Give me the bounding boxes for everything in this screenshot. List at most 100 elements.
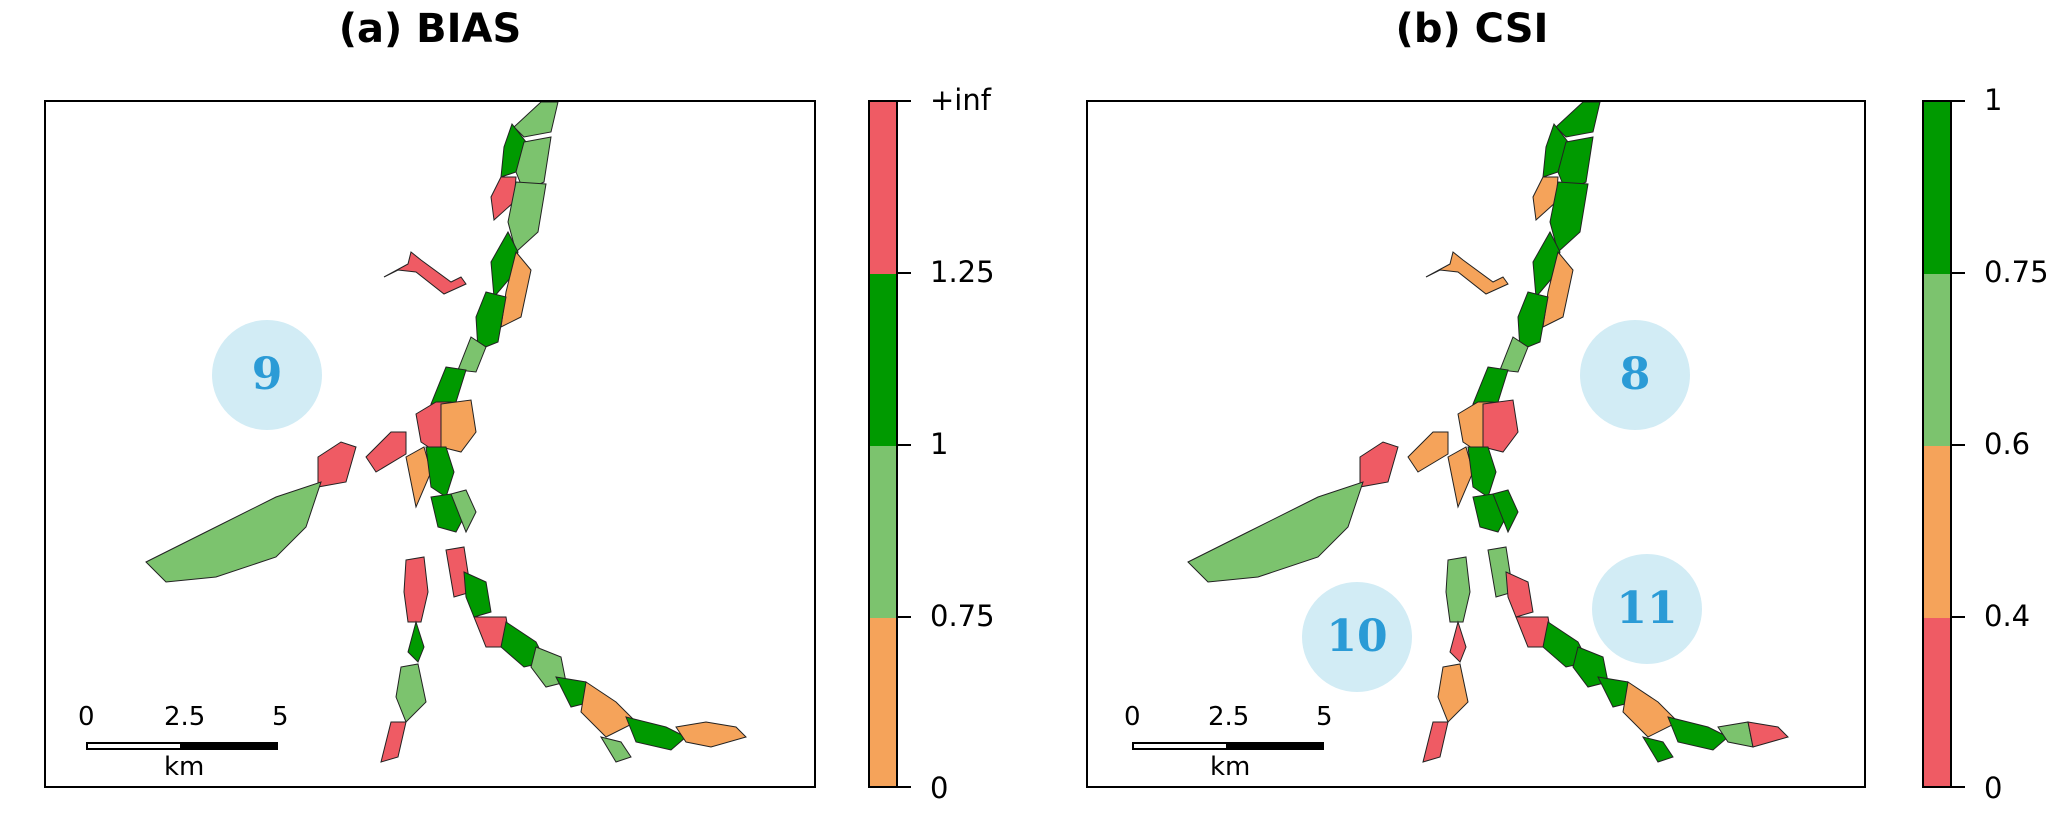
panel-a-title: (a) BIAS <box>338 6 522 52</box>
segment <box>1187 481 1364 583</box>
colorbar-tick <box>1951 100 1965 102</box>
segment <box>1492 489 1519 534</box>
segment <box>450 489 477 534</box>
scale-label-0: 0 <box>78 702 95 732</box>
colorbar-tick <box>897 100 911 102</box>
segment <box>145 481 322 583</box>
colorbar-tick <box>1951 272 1965 274</box>
colorbar-bin-orange <box>1924 446 1950 618</box>
colorbar-label-1-25: 1.25 <box>930 255 995 289</box>
segment <box>425 446 455 498</box>
segment <box>475 291 507 351</box>
colorbar-label-0-4: 0.4 <box>1984 599 2031 633</box>
segment <box>407 620 425 663</box>
region-label-9: 9 <box>212 320 322 430</box>
segment <box>405 446 432 509</box>
segment <box>1449 620 1467 663</box>
colorbar-label-0: 0 <box>1984 771 2003 805</box>
segment <box>1622 681 1679 738</box>
segment <box>1542 122 1569 178</box>
segment <box>1445 556 1471 623</box>
segment <box>490 176 517 222</box>
colorbar-bin-light-green <box>870 446 896 618</box>
segment <box>625 716 687 751</box>
segment <box>430 366 467 405</box>
panel-b-river-network <box>1187 102 1789 763</box>
segment <box>1472 366 1509 405</box>
segment <box>380 721 407 763</box>
scale-label-5: 5 <box>1316 702 1333 732</box>
scale-label-5: 5 <box>272 702 289 732</box>
segment <box>1467 446 1497 498</box>
colorbar-tick <box>897 444 911 446</box>
scale-label-2-5: 2.5 <box>164 702 206 732</box>
colorbar-label-0: 0 <box>930 771 949 805</box>
colorbar-tick <box>1951 616 1965 618</box>
colorbar-tick <box>897 786 911 788</box>
scale-bar <box>1132 742 1324 750</box>
colorbar-bin-dark-green <box>1924 102 1950 274</box>
panel-a-colorbar <box>868 100 898 788</box>
colorbar-label-0-6: 0.6 <box>1984 427 2031 461</box>
segment <box>507 181 547 253</box>
segment <box>317 441 357 488</box>
segment <box>1505 571 1534 618</box>
panel-b-map: 8 10 11 0 2.5 5 km <box>1086 100 1866 788</box>
colorbar-bin-red <box>870 102 896 274</box>
region-label-11: 11 <box>1592 554 1702 664</box>
segment <box>1437 663 1469 723</box>
region-label-8: 8 <box>1580 320 1690 430</box>
scale-label-2-5: 2.5 <box>1208 702 1250 732</box>
scale-unit: km <box>1210 752 1251 782</box>
segment <box>675 721 747 748</box>
segment <box>1641 736 1674 763</box>
colorbar-label-1: 1 <box>930 427 949 461</box>
segment <box>1517 291 1549 351</box>
colorbar-tick <box>1951 786 1965 788</box>
panel-b-colorbar <box>1922 100 1952 788</box>
segment <box>1549 181 1589 253</box>
segment <box>599 736 632 763</box>
segment <box>1407 431 1449 473</box>
segment <box>403 556 429 623</box>
scale-unit: km <box>164 752 205 782</box>
segment <box>365 431 407 473</box>
segment <box>457 336 487 373</box>
colorbar-tick <box>1951 444 1965 446</box>
segment <box>1717 721 1754 748</box>
panel-a-map: 9 0 2.5 5 km <box>44 100 816 788</box>
segment <box>1532 176 1559 222</box>
scale-label-0: 0 <box>1124 702 1141 732</box>
segment <box>395 663 427 723</box>
segment <box>1422 721 1449 763</box>
panel-b-title: (b) CSI <box>1395 6 1549 52</box>
colorbar-bin-dark-green <box>870 274 896 446</box>
segment <box>1555 102 1601 138</box>
segment <box>490 230 519 299</box>
segment <box>500 122 527 178</box>
colorbar-label-1: 1 <box>1984 83 2003 117</box>
segment <box>1447 446 1474 509</box>
colorbar-label-0-75: 0.75 <box>930 599 995 633</box>
colorbar-tick <box>897 272 911 274</box>
segment <box>1499 336 1529 373</box>
segment <box>500 250 532 328</box>
segment <box>463 571 492 618</box>
panel-a-river-network <box>145 102 747 763</box>
region-label-10: 10 <box>1302 582 1412 692</box>
segment <box>383 251 467 295</box>
segment <box>1532 230 1561 299</box>
segment <box>1542 250 1574 328</box>
segment <box>1667 716 1729 751</box>
colorbar-label-0-75: 0.75 <box>1984 255 2049 289</box>
segment <box>580 681 637 738</box>
colorbar-label-inf: +inf <box>930 83 991 117</box>
colorbar-bin-red <box>1924 618 1950 786</box>
segment <box>1425 251 1509 295</box>
segment <box>1747 721 1789 748</box>
colorbar-bin-light-green <box>1924 274 1950 446</box>
segment <box>440 399 477 453</box>
segment <box>1359 441 1399 488</box>
segment <box>513 102 559 138</box>
scale-bar <box>86 742 278 750</box>
